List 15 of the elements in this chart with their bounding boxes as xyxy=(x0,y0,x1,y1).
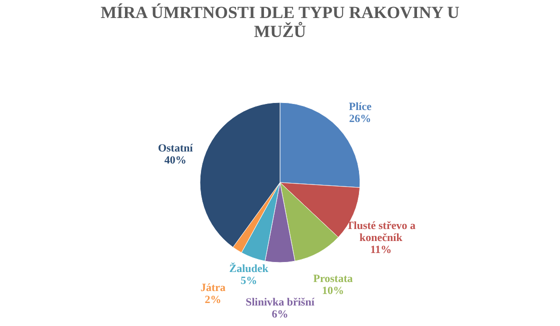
slice-label: Ostatní xyxy=(158,142,194,155)
data-label: 6% xyxy=(272,308,288,320)
data-label: 40% xyxy=(164,154,186,167)
slice-label: Plíce xyxy=(348,101,372,114)
slice-label: Játra xyxy=(200,282,226,294)
data-label: 5% xyxy=(240,275,258,288)
data-label: 2% xyxy=(204,294,222,306)
slice-label: Prostata xyxy=(313,272,354,285)
data-label: 26% xyxy=(349,113,372,126)
slice-label: Žaludek xyxy=(229,262,270,276)
slice-label: Tlusté střevo a konečník xyxy=(346,220,416,244)
slice-label: Slinivka břišní xyxy=(246,296,316,308)
chart-title: MÍRA ÚMRTNOSTI DLE TYPU RAKOVINY U MUŽŮ xyxy=(100,3,460,41)
data-label: 10% xyxy=(322,284,344,297)
data-label: 11% xyxy=(370,244,392,256)
